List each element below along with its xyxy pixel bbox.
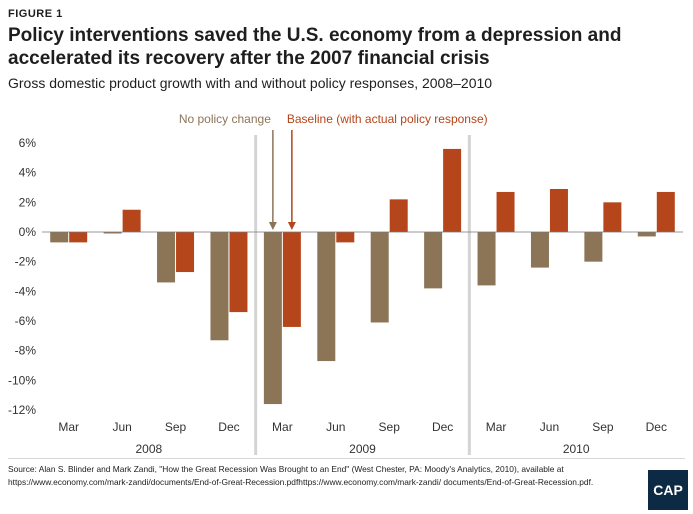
- x-tick-label: Sep: [379, 420, 401, 434]
- x-tick-label: Jun: [540, 420, 559, 434]
- legend-baseline: Baseline (with actual policy response): [287, 112, 488, 126]
- bar-no-policy: [210, 232, 229, 341]
- y-tick-label: 4%: [19, 166, 37, 180]
- bar-no-policy: [370, 232, 389, 323]
- bar-baseline: [656, 191, 675, 232]
- bar-baseline: [176, 232, 195, 273]
- y-tick-label: 0%: [19, 225, 37, 239]
- y-tick-label: -8%: [15, 344, 37, 358]
- x-tick-label: Sep: [592, 420, 614, 434]
- bar-no-policy: [103, 232, 122, 234]
- bar-baseline: [336, 232, 355, 243]
- bar-baseline: [443, 148, 462, 232]
- legend-no-policy: No policy change: [179, 112, 271, 126]
- legend-arrow-no-policy-head: [268, 222, 277, 230]
- bar-chart: 6% 4% 2% 0% -2% -4% -6% -8% -10% -12% Mar Jun Sep Dec…: [8, 112, 683, 456]
- y-tick-label: 2%: [19, 195, 37, 209]
- bar-baseline: [549, 188, 568, 232]
- y-tick-label: -2%: [15, 255, 37, 269]
- y-tick-label: -6%: [15, 314, 37, 328]
- x-tick-label: Mar: [486, 420, 507, 434]
- group-label: 2008: [135, 442, 162, 456]
- bar-no-policy: [263, 232, 282, 405]
- bar-no-policy: [477, 232, 496, 286]
- source-note: Source: Alan S. Blinder and Mark Zandi, …: [8, 464, 594, 487]
- bar-no-policy: [50, 232, 69, 243]
- x-tick-label: Mar: [58, 420, 79, 434]
- y-tick-label: -10%: [8, 373, 36, 387]
- cap-logo: CAP: [648, 470, 688, 510]
- figure-label: FIGURE 1: [8, 8, 63, 20]
- x-tick-label: Dec: [218, 420, 239, 434]
- legend-arrow-baseline-head: [287, 222, 296, 230]
- x-tick-label: Mar: [272, 420, 293, 434]
- x-tick-label: Jun: [112, 420, 131, 434]
- x-tick-label: Sep: [165, 420, 187, 434]
- y-tick-label: 6%: [19, 136, 37, 150]
- bar-baseline: [603, 202, 622, 232]
- y-tick-label: -4%: [15, 284, 37, 298]
- bar-no-policy: [584, 232, 603, 262]
- chart-subtitle: Gross domestic product growth with and w…: [8, 75, 493, 91]
- bar-no-policy: [317, 232, 336, 362]
- x-tick-label: Jun: [326, 420, 345, 434]
- chart-title: Policy interventions saved the U.S. econ…: [8, 25, 622, 69]
- bar-baseline: [496, 191, 515, 232]
- bar-baseline: [389, 199, 408, 232]
- group-label: 2009: [349, 442, 376, 456]
- bar-baseline: [229, 232, 248, 313]
- bar-no-policy: [424, 232, 443, 289]
- bar-no-policy: [637, 232, 656, 237]
- group-label: 2010: [563, 442, 590, 456]
- bar-baseline: [282, 232, 301, 327]
- bar-no-policy: [157, 232, 176, 283]
- x-tick-label: Dec: [646, 420, 667, 434]
- bar-baseline: [122, 209, 141, 232]
- bar-baseline: [69, 232, 88, 243]
- footer-divider: [8, 458, 685, 459]
- x-tick-label: Dec: [432, 420, 453, 434]
- y-tick-label: -12%: [8, 403, 36, 417]
- bar-no-policy: [530, 232, 549, 268]
